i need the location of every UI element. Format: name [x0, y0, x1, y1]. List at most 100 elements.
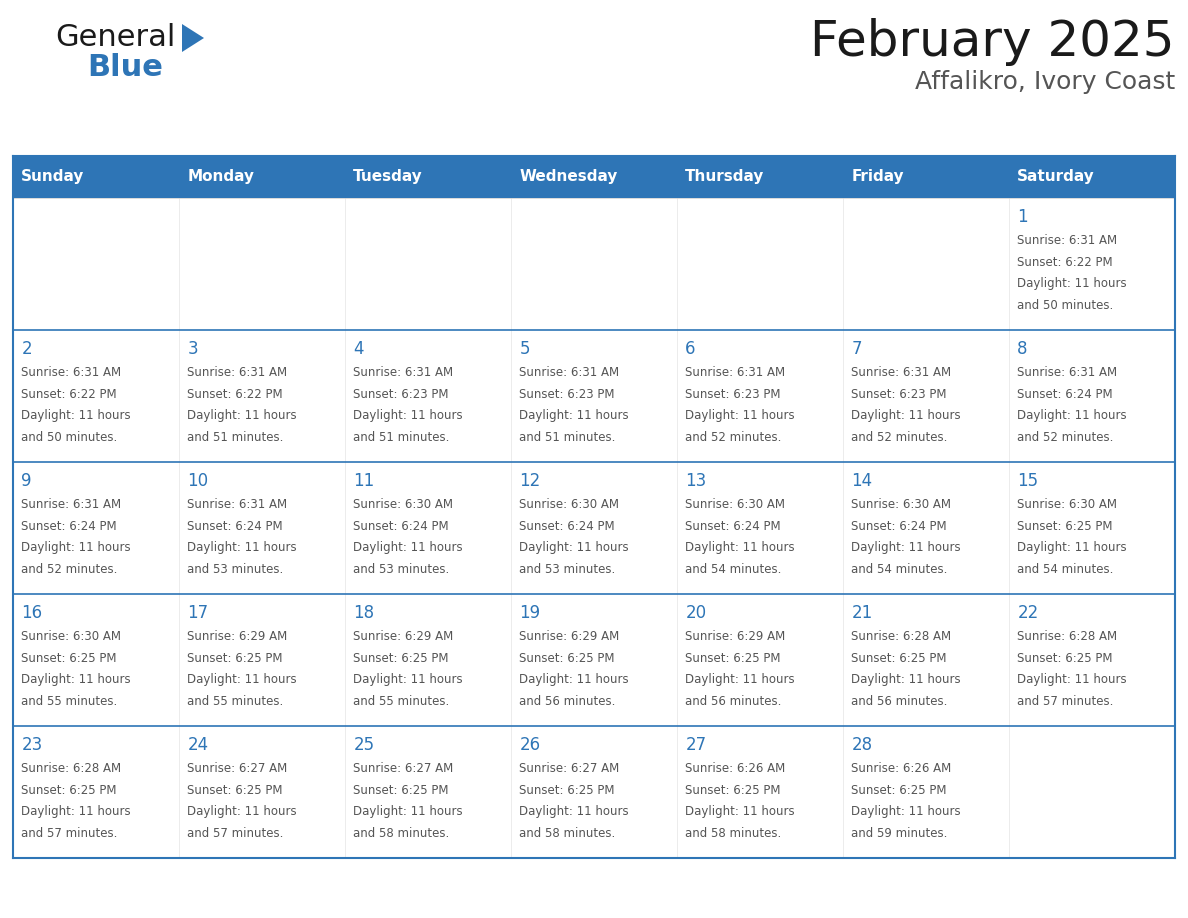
Text: Sunset: 6:25 PM: Sunset: 6:25 PM [519, 784, 615, 797]
Bar [511, 330, 677, 462]
Text: Daylight: 11 hours: Daylight: 11 hours [21, 674, 131, 687]
Bar [13, 156, 179, 198]
Text: and 57 minutes.: and 57 minutes. [1017, 695, 1113, 708]
Text: Daylight: 11 hours: Daylight: 11 hours [1017, 674, 1127, 687]
Text: 25: 25 [353, 736, 374, 754]
Text: 13: 13 [685, 472, 707, 490]
Bar [179, 156, 345, 198]
Text: Sunrise: 6:30 AM: Sunrise: 6:30 AM [21, 631, 121, 644]
Text: and 57 minutes.: and 57 minutes. [21, 827, 118, 840]
Text: Sunset: 6:23 PM: Sunset: 6:23 PM [519, 388, 615, 401]
Text: Sunset: 6:25 PM: Sunset: 6:25 PM [353, 784, 449, 797]
Bar [179, 198, 345, 330]
Text: 20: 20 [685, 604, 707, 622]
Bar [511, 594, 677, 726]
Text: and 58 minutes.: and 58 minutes. [519, 827, 615, 840]
Text: Sunset: 6:22 PM: Sunset: 6:22 PM [1017, 256, 1113, 269]
Text: and 55 minutes.: and 55 minutes. [353, 695, 449, 708]
Text: 27: 27 [685, 736, 707, 754]
Text: Sunrise: 6:31 AM: Sunrise: 6:31 AM [188, 366, 287, 379]
Text: Sunrise: 6:31 AM: Sunrise: 6:31 AM [21, 498, 121, 511]
Bar [1009, 330, 1175, 462]
Text: 17: 17 [188, 604, 208, 622]
Text: and 51 minutes.: and 51 minutes. [188, 431, 284, 444]
Text: Daylight: 11 hours: Daylight: 11 hours [21, 805, 131, 819]
Bar [677, 198, 843, 330]
Text: and 56 minutes.: and 56 minutes. [519, 695, 615, 708]
Text: Sunrise: 6:30 AM: Sunrise: 6:30 AM [852, 498, 952, 511]
Text: Sunrise: 6:30 AM: Sunrise: 6:30 AM [1017, 498, 1117, 511]
Text: Sunset: 6:23 PM: Sunset: 6:23 PM [685, 388, 781, 401]
Bar [1009, 726, 1175, 858]
Text: and 58 minutes.: and 58 minutes. [353, 827, 449, 840]
Text: Sunset: 6:24 PM: Sunset: 6:24 PM [21, 520, 116, 533]
Text: Sunrise: 6:27 AM: Sunrise: 6:27 AM [353, 763, 454, 776]
Text: Sunrise: 6:28 AM: Sunrise: 6:28 AM [21, 763, 121, 776]
Text: Daylight: 11 hours: Daylight: 11 hours [188, 805, 297, 819]
Bar [345, 330, 511, 462]
Text: Daylight: 11 hours: Daylight: 11 hours [353, 409, 463, 422]
Bar [13, 330, 179, 462]
Bar [677, 726, 843, 858]
Text: Sunrise: 6:31 AM: Sunrise: 6:31 AM [353, 366, 454, 379]
Text: and 55 minutes.: and 55 minutes. [21, 695, 118, 708]
Text: Sunrise: 6:27 AM: Sunrise: 6:27 AM [188, 763, 287, 776]
Text: Sunrise: 6:27 AM: Sunrise: 6:27 AM [519, 763, 620, 776]
Bar [1009, 594, 1175, 726]
Text: and 50 minutes.: and 50 minutes. [1017, 299, 1113, 312]
Text: 2: 2 [21, 340, 32, 358]
Text: 10: 10 [188, 472, 208, 490]
Text: Daylight: 11 hours: Daylight: 11 hours [685, 674, 795, 687]
Text: Sunset: 6:24 PM: Sunset: 6:24 PM [519, 520, 615, 533]
Text: Sunset: 6:23 PM: Sunset: 6:23 PM [353, 388, 449, 401]
Text: and 55 minutes.: and 55 minutes. [188, 695, 284, 708]
Polygon shape [182, 24, 204, 52]
Text: Sunday: Sunday [21, 170, 84, 185]
Text: Sunset: 6:25 PM: Sunset: 6:25 PM [21, 652, 116, 665]
Text: Sunrise: 6:31 AM: Sunrise: 6:31 AM [188, 498, 287, 511]
Text: 22: 22 [1017, 604, 1038, 622]
Text: Daylight: 11 hours: Daylight: 11 hours [852, 674, 961, 687]
Text: Sunset: 6:25 PM: Sunset: 6:25 PM [353, 652, 449, 665]
Bar [13, 198, 179, 330]
Text: Sunrise: 6:31 AM: Sunrise: 6:31 AM [1017, 366, 1118, 379]
Text: Daylight: 11 hours: Daylight: 11 hours [188, 409, 297, 422]
Text: and 53 minutes.: and 53 minutes. [188, 563, 284, 576]
Text: Sunset: 6:22 PM: Sunset: 6:22 PM [188, 388, 283, 401]
Text: Sunrise: 6:28 AM: Sunrise: 6:28 AM [1017, 631, 1118, 644]
Text: Daylight: 11 hours: Daylight: 11 hours [519, 409, 628, 422]
Text: 21: 21 [852, 604, 872, 622]
Text: Sunrise: 6:31 AM: Sunrise: 6:31 AM [685, 366, 785, 379]
Text: Blue: Blue [87, 53, 163, 82]
Text: and 56 minutes.: and 56 minutes. [685, 695, 782, 708]
Text: and 51 minutes.: and 51 minutes. [519, 431, 615, 444]
Bar [677, 594, 843, 726]
Text: Daylight: 11 hours: Daylight: 11 hours [685, 805, 795, 819]
Text: and 52 minutes.: and 52 minutes. [852, 431, 948, 444]
Bar [511, 198, 677, 330]
Text: 24: 24 [188, 736, 208, 754]
Text: 16: 16 [21, 604, 43, 622]
Text: Sunrise: 6:30 AM: Sunrise: 6:30 AM [519, 498, 619, 511]
Text: Daylight: 11 hours: Daylight: 11 hours [685, 409, 795, 422]
Text: Daylight: 11 hours: Daylight: 11 hours [852, 542, 961, 554]
Bar [13, 594, 179, 726]
Bar [1009, 198, 1175, 330]
Text: 1: 1 [1017, 208, 1028, 226]
Text: Daylight: 11 hours: Daylight: 11 hours [21, 542, 131, 554]
Bar [179, 462, 345, 594]
Text: Sunrise: 6:31 AM: Sunrise: 6:31 AM [21, 366, 121, 379]
Text: Sunrise: 6:29 AM: Sunrise: 6:29 AM [685, 631, 785, 644]
Text: Daylight: 11 hours: Daylight: 11 hours [21, 409, 131, 422]
Text: Sunrise: 6:30 AM: Sunrise: 6:30 AM [353, 498, 454, 511]
Text: Sunset: 6:24 PM: Sunset: 6:24 PM [685, 520, 781, 533]
Text: Sunset: 6:25 PM: Sunset: 6:25 PM [1017, 520, 1113, 533]
Bar [511, 726, 677, 858]
Text: Sunset: 6:24 PM: Sunset: 6:24 PM [353, 520, 449, 533]
Text: Sunrise: 6:29 AM: Sunrise: 6:29 AM [188, 631, 287, 644]
Bar [13, 726, 179, 858]
Text: 4: 4 [353, 340, 364, 358]
Bar [511, 156, 677, 198]
Text: Friday: Friday [852, 170, 904, 185]
Text: Sunset: 6:25 PM: Sunset: 6:25 PM [188, 652, 283, 665]
